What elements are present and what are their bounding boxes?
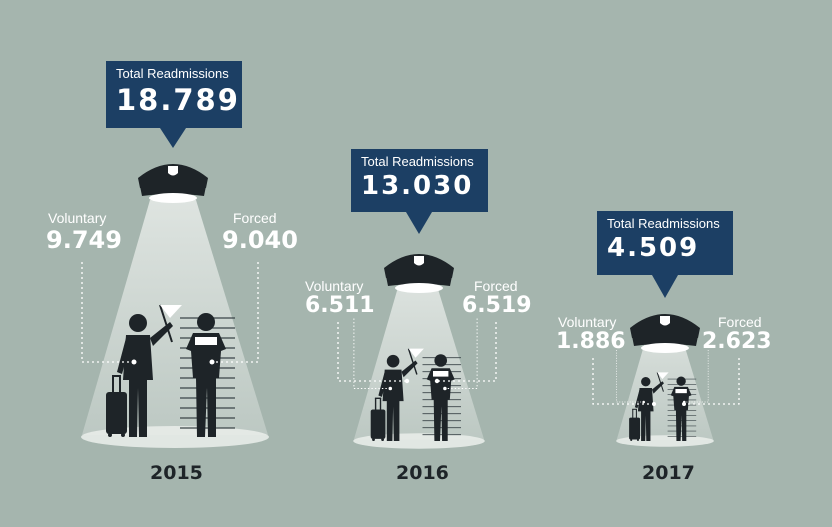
total-label: Total Readmissions xyxy=(607,216,720,231)
total-value: 13.030 xyxy=(361,171,474,201)
year-label: 2016 xyxy=(396,462,449,484)
forced-label: Forced xyxy=(474,278,518,294)
voluntary-value: 1.886 xyxy=(556,329,626,354)
forced-value: 6.519 xyxy=(462,293,532,318)
voluntary-label: Voluntary xyxy=(48,210,107,226)
scene-2016 xyxy=(353,212,485,449)
total-label: Total Readmissions xyxy=(116,66,229,81)
forced-value: 2.623 xyxy=(702,329,772,354)
year-label: 2017 xyxy=(642,462,695,484)
voluntary-value: 9.749 xyxy=(46,226,122,254)
callout-pointer xyxy=(160,128,186,148)
total-callout-2017: Total Readmissions 4.509 xyxy=(597,211,733,275)
total-value: 18.789 xyxy=(116,83,240,117)
scene-2015 xyxy=(81,128,269,448)
callout-pointer xyxy=(406,212,432,234)
scene-2017 xyxy=(616,275,714,447)
year-label: 2015 xyxy=(150,462,203,484)
voluntary-value: 6.511 xyxy=(305,293,375,318)
total-callout-2015: Total Readmissions 18.789 xyxy=(106,61,242,128)
forced-value: 9.040 xyxy=(222,226,298,254)
voluntary-label: Voluntary xyxy=(305,278,364,294)
police-cap-icon xyxy=(138,164,208,203)
police-cap-icon xyxy=(630,314,700,353)
spotlight-floor xyxy=(81,426,269,448)
total-label: Total Readmissions xyxy=(361,154,474,169)
forced-label: Forced xyxy=(233,210,277,226)
forced-label: Forced xyxy=(718,314,762,330)
total-callout-2016: Total Readmissions 13.030 xyxy=(351,149,488,212)
police-cap-icon xyxy=(384,254,454,293)
callout-pointer xyxy=(652,275,678,298)
total-value: 4.509 xyxy=(607,233,700,263)
voluntary-label: Voluntary xyxy=(558,314,617,330)
